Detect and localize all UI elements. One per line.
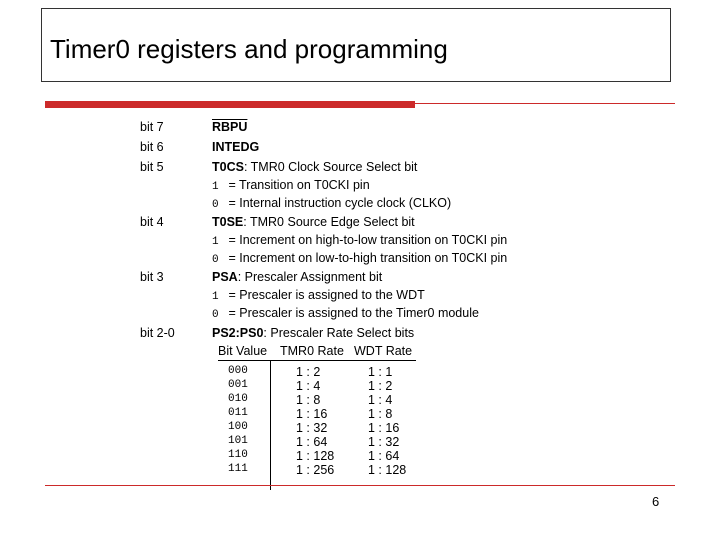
bit-field: INTEDG: [212, 140, 259, 154]
table-cell: 111: [228, 463, 248, 475]
bit-field: PSA: Prescaler Assignment bit: [212, 270, 382, 284]
bit-option-value: 1: [212, 291, 219, 303]
table-cell: 1 : 16: [368, 421, 400, 435]
bit-option-value: 1: [212, 181, 219, 193]
bit-field-description: : Prescaler Rate Select bits: [263, 326, 415, 340]
bit-option: 1 = Increment on high-to-low transition …: [212, 233, 507, 248]
table-cell: 1 : 128: [368, 463, 407, 477]
table-column-divider: [270, 360, 271, 490]
table-cell: 1 : 4: [368, 393, 393, 407]
table-cell: 1 : 128: [296, 449, 335, 463]
bit-field: T0SE: TMR0 Source Edge Select bit: [212, 215, 415, 229]
bit-label: bit 5: [140, 160, 164, 174]
bit-label: bit 3: [140, 270, 164, 284]
table-header-rule: [218, 360, 416, 361]
table-cell: 1 : 32: [368, 435, 400, 449]
bit-option: 0 = Increment on low-to-high transition …: [212, 251, 507, 266]
table-cell: 100: [228, 421, 248, 433]
bit-option-text: = Transition on T0CKI pin: [225, 178, 370, 192]
bit-field-name: PSA: [212, 270, 238, 284]
bit-field: RBPU: [212, 120, 247, 134]
bit-option-value: 0: [212, 309, 219, 321]
bit-option-value: 0: [212, 254, 219, 266]
bit-option-text: = Prescaler is assigned to the Timer0 mo…: [225, 306, 479, 320]
table-cell: 1 : 64: [296, 435, 328, 449]
table-cell: 1 : 8: [296, 393, 321, 407]
table-header-cell: Bit Value: [218, 344, 268, 358]
bit-field-name: PS2:PS0: [212, 326, 264, 340]
bit-option-text: = Increment on low-to-high transition on…: [225, 251, 508, 265]
top-divider: [415, 103, 675, 104]
table-cell: 101: [228, 435, 248, 447]
bit-field-description: : TMR0 Clock Source Select bit: [243, 160, 418, 174]
bit-option-text: = Increment on high-to-low transition on…: [225, 233, 508, 247]
table-cell: 001: [228, 379, 248, 391]
bit-label: bit 4: [140, 215, 164, 229]
bottom-divider: [45, 485, 675, 486]
bit-option-text: = Internal instruction cycle clock (CLKO…: [225, 196, 452, 210]
table-cell: 1 : 2: [296, 365, 321, 379]
bit-field-description: : TMR0 Source Edge Select bit: [243, 215, 415, 229]
table-cell: 010: [228, 393, 248, 405]
table-header-cell: WDT Rate: [354, 344, 413, 358]
table-cell: 1 : 2: [368, 379, 393, 393]
table-cell: 1 : 32: [296, 421, 328, 435]
slide-title: Timer0 registers and programming: [50, 34, 448, 64]
table-cell: 1 : 4: [296, 379, 321, 393]
bit-option-value: 0: [212, 199, 219, 211]
table-cell: 110: [228, 449, 248, 461]
table-cell: 011: [228, 407, 248, 419]
bit-field: T0CS: TMR0 Clock Source Select bit: [212, 160, 417, 174]
table-cell: 1 : 8: [368, 407, 393, 421]
bit-option: 0 = Internal instruction cycle clock (CL…: [212, 196, 451, 211]
bit-option: 0 = Prescaler is assigned to the Timer0 …: [212, 306, 479, 321]
bit-option: 1 = Transition on T0CKI pin: [212, 178, 370, 193]
bit-field-description: : Prescaler Assignment bit: [237, 270, 383, 284]
bit-field: PS2:PS0: Prescaler Rate Select bits: [212, 326, 414, 340]
title-box: Timer0 registers and programming: [41, 8, 671, 82]
bit-field-name: RBPU: [212, 120, 248, 134]
bit-option-value: 1: [212, 236, 219, 248]
accent-bar: [45, 101, 415, 108]
bit-field-name: T0CS: [212, 160, 244, 174]
table-cell: 1 : 64: [368, 449, 400, 463]
page-number: 6: [652, 494, 660, 509]
table-header-cell: TMR0 Rate: [280, 344, 344, 358]
table-cell: 1 : 16: [296, 407, 328, 421]
bit-field-name: INTEDG: [212, 140, 260, 154]
bit-option: 1 = Prescaler is assigned to the WDT: [212, 288, 425, 303]
table-cell: 1 : 1: [368, 365, 393, 379]
bit-field-name: T0SE: [212, 215, 244, 229]
bit-label: bit 2-0: [140, 326, 175, 340]
bit-option-text: = Prescaler is assigned to the WDT: [225, 288, 425, 302]
bit-label: bit 6: [140, 140, 164, 154]
table-cell: 1 : 256: [296, 463, 335, 477]
table-cell: 000: [228, 365, 248, 377]
bit-label: bit 7: [140, 120, 164, 134]
